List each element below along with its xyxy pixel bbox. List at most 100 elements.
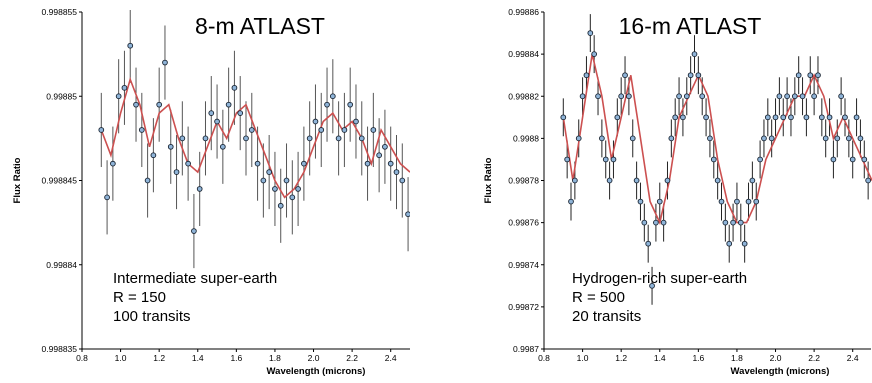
data-point	[295, 186, 301, 192]
x-tick-label: 1.2	[615, 353, 627, 363]
y-tick-label: 0.99872	[508, 302, 539, 312]
y-tick-label: 0.998855	[42, 7, 78, 17]
data-point	[853, 114, 860, 121]
model-spectrum-line	[100, 76, 410, 199]
data-point	[358, 135, 365, 142]
data-point	[734, 198, 740, 205]
data-point	[764, 114, 771, 121]
data-point	[691, 51, 698, 57]
y-axis-label: Flux Ratio	[12, 157, 23, 203]
data-point	[364, 160, 371, 167]
x-axis-label: Wavelength (microns)	[267, 366, 366, 377]
data-point	[572, 177, 578, 184]
y-tick-label: 0.9988	[513, 133, 539, 143]
data-point	[834, 135, 841, 142]
data-point	[583, 72, 590, 79]
y-tick-label: 0.99882	[508, 91, 539, 101]
data-point	[672, 114, 679, 121]
data-point	[653, 219, 659, 226]
data-point	[726, 240, 733, 247]
data-point	[156, 101, 163, 108]
data-point	[730, 219, 736, 226]
data-point	[815, 72, 821, 79]
data-point	[838, 93, 844, 100]
data-point	[818, 114, 825, 121]
data-point	[811, 93, 817, 100]
data-point	[127, 42, 134, 49]
data-point	[761, 135, 767, 142]
y-tick-label: 0.998835	[42, 344, 78, 354]
data-point	[784, 93, 790, 100]
data-point	[405, 211, 410, 218]
model-spectrum-line	[562, 53, 872, 226]
x-tick-label: 1.6	[692, 353, 704, 363]
annotation-line-3: 20 transits	[572, 308, 641, 325]
data-point	[772, 114, 779, 121]
data-point	[179, 135, 186, 142]
data-point	[587, 30, 594, 36]
data-point	[104, 194, 110, 201]
data-point	[564, 156, 571, 163]
data-point	[780, 114, 787, 121]
data-point	[645, 240, 652, 247]
y-tick-label: 0.99876	[508, 218, 539, 228]
data-point	[266, 169, 273, 175]
data-point	[718, 198, 725, 205]
data-point	[393, 169, 400, 175]
data-point	[680, 114, 686, 121]
x-tick-label: 1.4	[192, 353, 204, 363]
data-point	[353, 118, 359, 125]
data-point	[347, 101, 354, 108]
data-point	[842, 114, 848, 121]
y-tick-label: 0.99884	[46, 260, 77, 270]
data-point	[695, 72, 702, 79]
x-tick-label: 1.6	[230, 353, 242, 363]
data-point	[237, 110, 244, 116]
data-point	[277, 202, 284, 209]
data-point	[121, 84, 128, 91]
data-point	[753, 198, 760, 205]
data-point	[399, 177, 406, 184]
data-point	[335, 135, 342, 142]
data-point	[845, 135, 852, 142]
data-point	[560, 114, 567, 121]
data-point	[387, 160, 394, 167]
plot-area	[98, 10, 410, 269]
data-point	[714, 177, 721, 184]
data-point	[301, 160, 307, 167]
data-point	[710, 156, 717, 163]
data-point	[98, 127, 105, 133]
x-tick-label: 2.0	[308, 353, 320, 363]
annotation-line-2: R = 500	[572, 289, 625, 306]
data-point	[289, 194, 296, 201]
data-point	[214, 118, 220, 125]
data-point	[191, 228, 197, 234]
data-point	[219, 143, 226, 150]
x-tick-label: 0.8	[538, 353, 550, 363]
data-point	[683, 93, 690, 100]
data-point	[575, 135, 582, 142]
data-point	[791, 93, 798, 100]
data-point	[857, 135, 864, 142]
x-tick-label: 2.4	[847, 353, 859, 363]
data-point	[699, 93, 706, 100]
data-point	[260, 177, 267, 184]
plot-area	[560, 14, 872, 305]
data-point	[312, 118, 319, 125]
x-tick-label: 2.2	[808, 353, 820, 363]
data-point	[803, 114, 810, 121]
data-point	[660, 219, 667, 226]
data-point	[144, 177, 151, 184]
data-point	[737, 219, 744, 226]
data-point	[329, 93, 336, 100]
data-point	[614, 114, 621, 121]
data-point	[162, 59, 168, 66]
data-point	[591, 51, 598, 57]
data-point	[757, 156, 763, 163]
data-point	[248, 127, 255, 133]
data-point	[382, 143, 388, 150]
y-tick-label: 0.9987	[513, 344, 539, 354]
y-axis-label: Flux Ratio	[483, 157, 494, 203]
x-tick-label: 1.8	[269, 353, 281, 363]
